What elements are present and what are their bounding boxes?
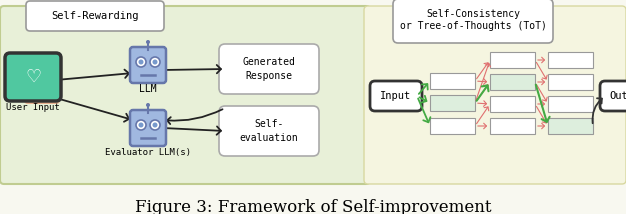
Bar: [490, 74, 535, 90]
Text: Self-
evaluation: Self- evaluation: [240, 119, 299, 143]
Bar: [430, 118, 475, 134]
FancyBboxPatch shape: [24, 74, 60, 104]
FancyBboxPatch shape: [130, 110, 166, 146]
Circle shape: [153, 122, 158, 128]
FancyBboxPatch shape: [219, 44, 319, 94]
Circle shape: [150, 57, 160, 67]
Bar: [490, 96, 535, 112]
Circle shape: [136, 120, 146, 130]
FancyBboxPatch shape: [370, 81, 422, 111]
Text: User Input: User Input: [6, 103, 60, 111]
Circle shape: [138, 59, 143, 64]
Bar: [490, 52, 535, 68]
FancyBboxPatch shape: [364, 6, 626, 184]
FancyBboxPatch shape: [26, 1, 164, 31]
Text: Self-Consistency: Self-Consistency: [426, 9, 520, 19]
Bar: [548, 74, 593, 90]
Text: ♡: ♡: [25, 68, 41, 86]
FancyBboxPatch shape: [5, 53, 61, 101]
Text: or Tree-of-Thoughts (ToT): or Tree-of-Thoughts (ToT): [399, 21, 546, 31]
Text: Input: Input: [381, 91, 412, 101]
Circle shape: [150, 120, 160, 130]
FancyBboxPatch shape: [0, 6, 370, 184]
Bar: [548, 96, 593, 112]
Text: Generated
Response: Generated Response: [242, 57, 295, 81]
Bar: [548, 118, 593, 134]
Text: Output: Output: [609, 91, 626, 101]
Text: LLM: LLM: [139, 84, 156, 94]
Text: Figure 3: Framework of Self-improvement: Figure 3: Framework of Self-improvement: [135, 199, 491, 214]
Circle shape: [138, 122, 143, 128]
Circle shape: [136, 57, 146, 67]
Circle shape: [146, 40, 150, 44]
FancyBboxPatch shape: [600, 81, 626, 111]
FancyBboxPatch shape: [130, 47, 166, 83]
FancyBboxPatch shape: [393, 0, 553, 43]
Circle shape: [146, 103, 150, 107]
Bar: [548, 52, 593, 68]
Text: Self-Rewarding: Self-Rewarding: [51, 11, 139, 21]
Bar: [430, 95, 475, 111]
Circle shape: [153, 59, 158, 64]
Text: Evaluator LLM(s): Evaluator LLM(s): [105, 147, 191, 156]
Bar: [430, 73, 475, 89]
Bar: [490, 118, 535, 134]
FancyBboxPatch shape: [219, 106, 319, 156]
